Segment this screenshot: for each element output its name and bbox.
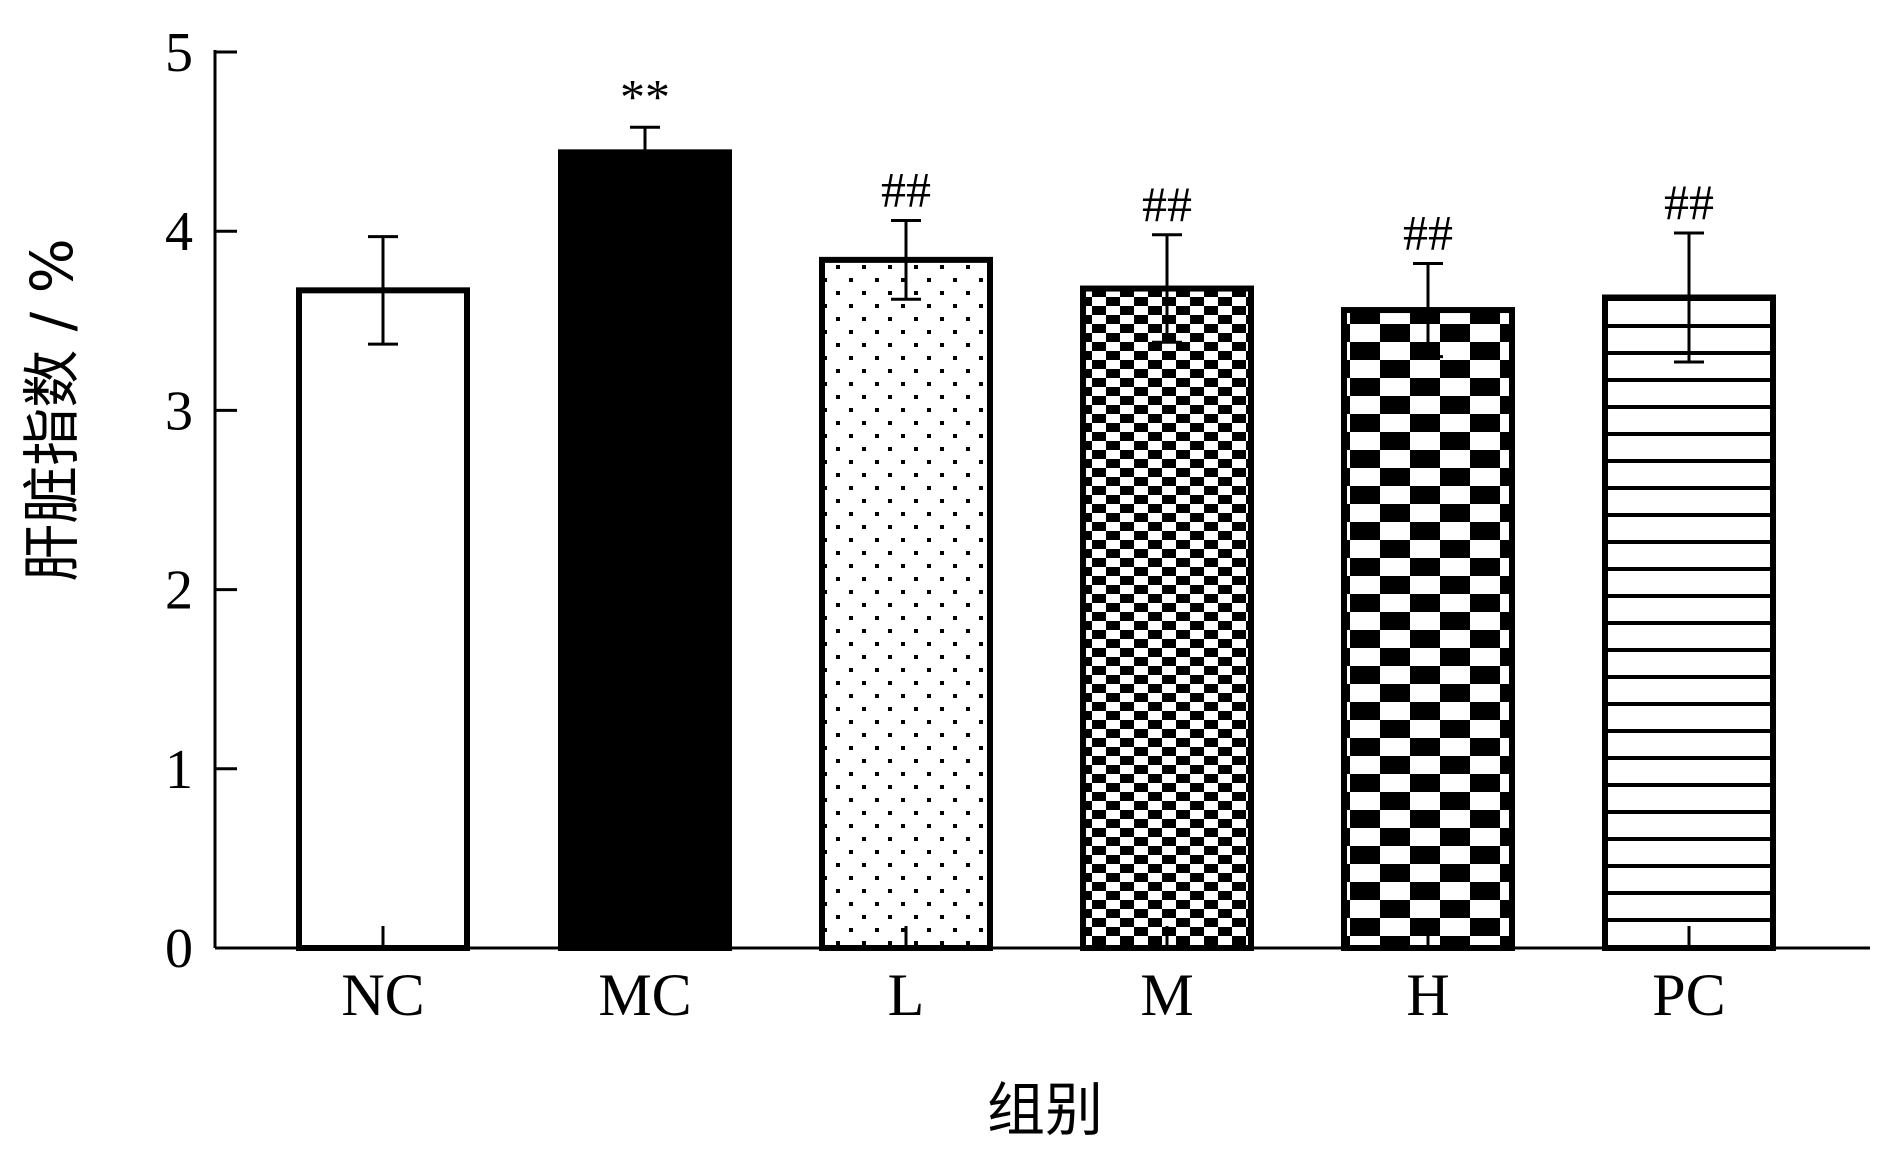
axes-layer	[213, 50, 1870, 950]
y-tick-label-4: 4	[165, 201, 193, 263]
significance-label-pc: ##	[1664, 174, 1714, 230]
bar-pc	[1602, 294, 1776, 951]
bar-mc	[558, 149, 732, 952]
y-tick-label-3: 3	[165, 380, 193, 442]
y-tick-label-5: 5	[165, 22, 193, 84]
bar-l	[819, 256, 993, 951]
bar-h	[1341, 307, 1515, 952]
bars-layer	[296, 149, 1776, 952]
y-tick-label-1: 1	[165, 739, 193, 801]
x-tick-label-mc: MC	[598, 962, 691, 1028]
x-tick-label-m: M	[1140, 962, 1193, 1028]
bar-nc	[296, 287, 470, 951]
y-tick-label-0: 0	[165, 918, 193, 980]
y-axis-title: 肝脏指数 / %	[18, 238, 86, 582]
significance-label-l: ##	[881, 161, 931, 217]
error-bars-layer	[368, 125, 1704, 364]
significance-label-m: ##	[1142, 176, 1192, 232]
y-tick-label-2: 2	[165, 560, 193, 622]
bar-m	[1080, 285, 1254, 951]
x-axis-title: 组别	[987, 1076, 1103, 1144]
x-tick-label-nc: NC	[341, 962, 424, 1028]
x-tick-label-l: L	[888, 962, 925, 1028]
labels-layer: NC ** MC ## L ## M ## H ## PC 0 1 2 3 4 5	[165, 22, 1726, 1028]
x-tick-label-pc: PC	[1652, 962, 1725, 1028]
significance-label-h: ##	[1403, 204, 1453, 260]
x-tick-label-h: H	[1406, 962, 1449, 1028]
significance-label-mc: **	[620, 68, 670, 124]
